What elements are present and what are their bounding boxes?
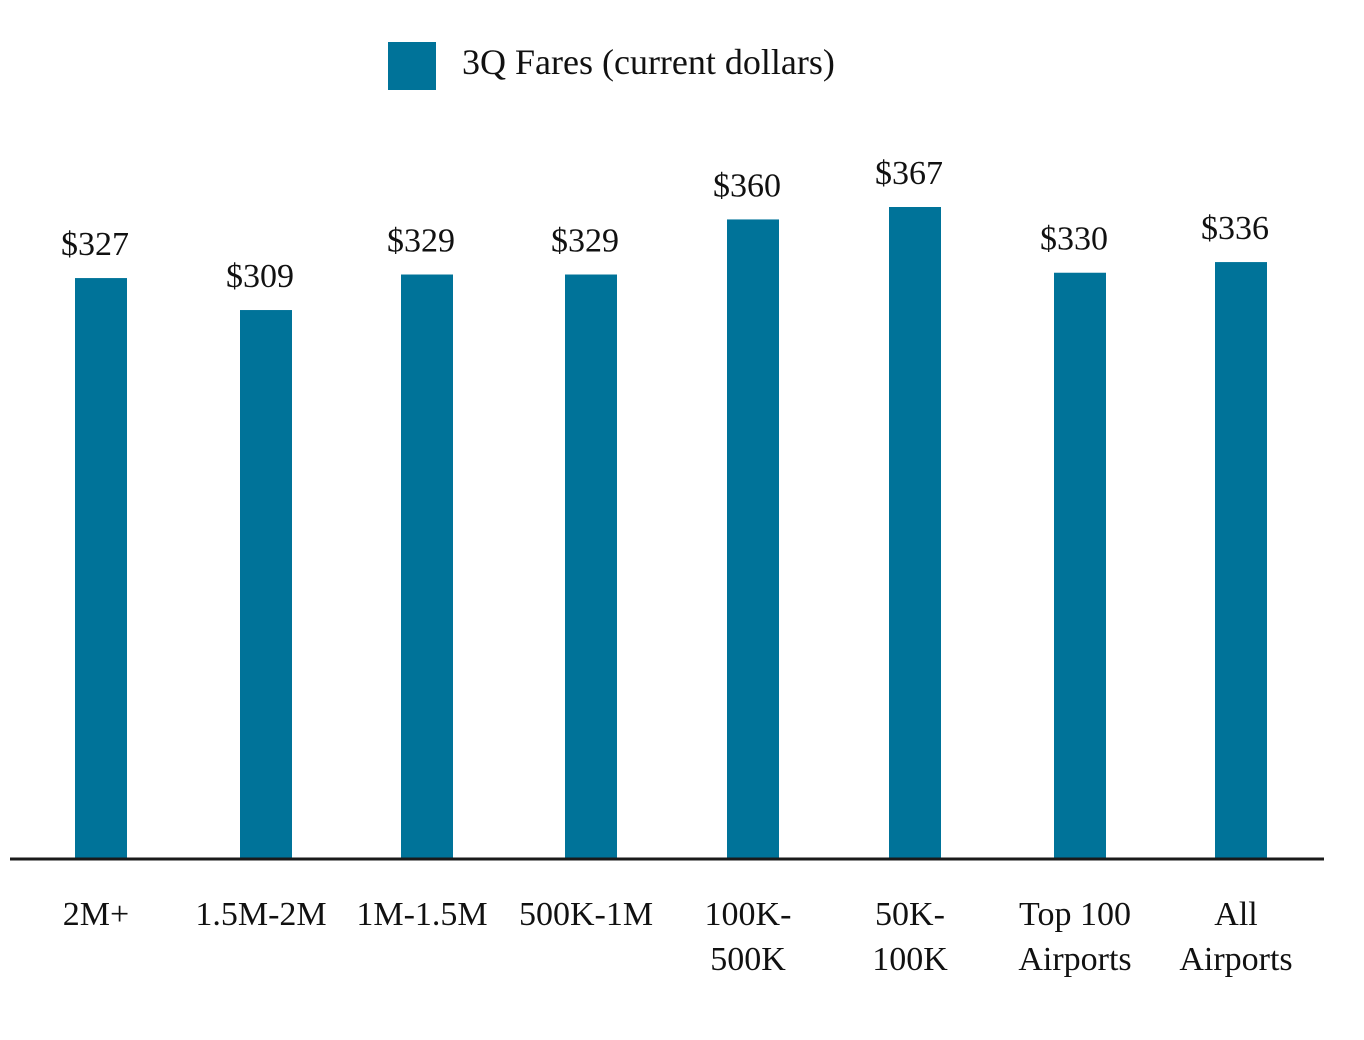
legend-label: 3Q Fares (current dollars) <box>462 42 835 82</box>
legend: 3Q Fares (current dollars) <box>388 42 835 90</box>
x-tick-label: 2M+ <box>63 896 129 933</box>
data-label: $330 <box>1040 221 1108 258</box>
bar <box>240 310 292 859</box>
data-label: $309 <box>226 258 294 295</box>
x-tick-label-line: 50K- <box>875 896 945 933</box>
x-tick-label: Top 100 Airports <box>1018 896 1131 978</box>
x-tick-label-line: All <box>1214 896 1257 933</box>
bar <box>75 278 127 859</box>
x-tick-labels-group: 2M+ 1.5M-2M 1M-1.5M 500K-1M 100K- 500K 50K- 100… <box>63 896 1293 978</box>
data-label: $367 <box>875 155 943 192</box>
x-tick-label: All Airports <box>1179 896 1292 978</box>
x-tick-label: 50K- 100K <box>872 896 948 978</box>
x-tick-label-line: Airports <box>1179 941 1292 978</box>
data-label: $329 <box>387 223 455 260</box>
x-tick-label-line: 100K- <box>705 896 792 933</box>
bar <box>1215 262 1267 859</box>
data-label: $327 <box>61 226 129 263</box>
bar <box>889 207 941 859</box>
bar <box>1054 272 1106 859</box>
x-tick-label: 1.5M-2M <box>195 896 326 933</box>
x-tick-label: 100K- 500K <box>705 896 792 978</box>
x-tick-label-line: Top 100 <box>1019 896 1131 933</box>
bar <box>401 274 453 859</box>
bar <box>727 219 779 859</box>
x-tick-label-line: 2M+ <box>63 896 129 933</box>
legend-swatch <box>388 42 436 90</box>
bars-group <box>75 207 1267 859</box>
x-tick-label-line: 500K-1M <box>519 896 653 933</box>
bar <box>565 274 617 859</box>
x-tick-label-line: 100K <box>872 941 948 978</box>
x-tick-label-line: 1.5M-2M <box>195 896 326 933</box>
data-label: $360 <box>713 167 781 204</box>
data-label: $329 <box>551 223 619 260</box>
x-tick-label-line: Airports <box>1018 941 1131 978</box>
x-tick-label: 1M-1.5M <box>356 896 487 933</box>
value-labels-group: $327 $309 $329 $329 $360 $367 $330 $336 <box>61 155 1269 295</box>
x-tick-label-line: 500K <box>710 941 786 978</box>
x-tick-label-line: 1M-1.5M <box>356 896 487 933</box>
x-tick-label: 500K-1M <box>519 896 653 933</box>
data-label: $336 <box>1201 210 1269 247</box>
